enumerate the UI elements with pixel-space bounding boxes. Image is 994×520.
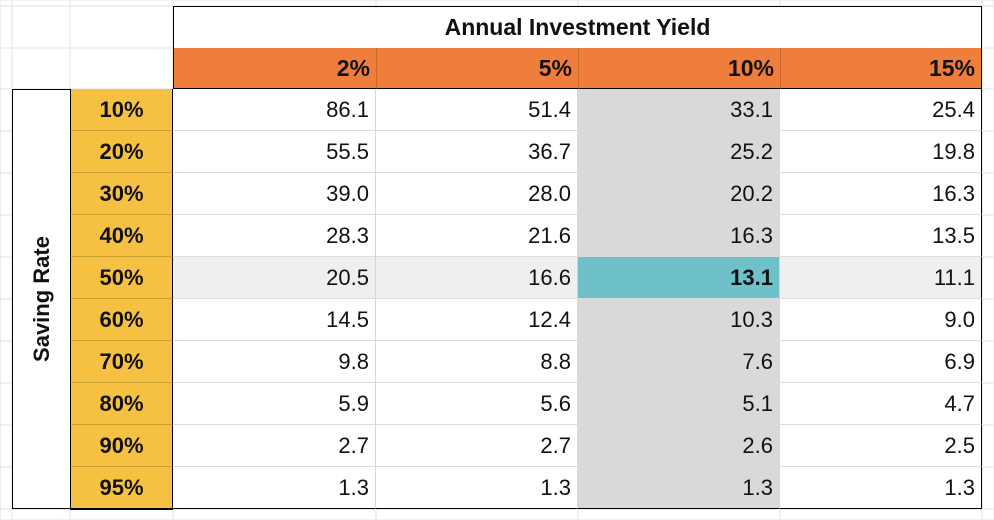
column-header-5pct[interactable]: 5% [376,48,578,89]
column-header-15pct[interactable]: 15% [780,48,982,89]
saving-rate-30pct[interactable]: 30% [70,173,173,215]
value-cell[interactable]: 20.5 [173,257,376,299]
row-axis-label: Saving Rate [12,89,70,509]
value-cell[interactable]: 21.6 [376,215,578,257]
value-cell[interactable]: 16.6 [376,257,578,299]
value-cell[interactable]: 5.9 [173,383,376,425]
value-cell[interactable]: 5.6 [376,383,578,425]
row-axis-label-text: Saving Rate [28,236,54,362]
saving-rate-50pct[interactable]: 50% [70,257,173,299]
saving-rate-90pct[interactable]: 90% [70,425,173,467]
value-cell[interactable]: 36.7 [376,131,578,173]
value-cell[interactable]: 51.4 [376,89,578,131]
value-cell[interactable]: 2.5 [780,425,982,467]
value-cell[interactable]: 6.9 [780,341,982,383]
value-cell[interactable]: 13.1 [578,257,780,299]
value-cell[interactable]: 8.8 [376,341,578,383]
saving-rate-95pct[interactable]: 95% [70,467,173,509]
value-cell[interactable]: 25.2 [578,131,780,173]
value-cell[interactable]: 9.0 [780,299,982,341]
value-cell[interactable]: 39.0 [173,173,376,215]
value-cell[interactable]: 4.7 [780,383,982,425]
value-cell[interactable]: 28.3 [173,215,376,257]
saving-rate-10pct[interactable]: 10% [70,89,173,131]
saving-rate-60pct[interactable]: 60% [70,299,173,341]
value-cell[interactable]: 55.5 [173,131,376,173]
saving-rate-20pct[interactable]: 20% [70,131,173,173]
value-cell[interactable]: 16.3 [578,215,780,257]
value-cell[interactable]: 25.4 [780,89,982,131]
value-cell[interactable]: 33.1 [578,89,780,131]
value-cell[interactable]: 5.1 [578,383,780,425]
value-cell[interactable]: 14.5 [173,299,376,341]
value-cell[interactable]: 2.7 [376,425,578,467]
value-cell[interactable]: 19.8 [780,131,982,173]
value-cell[interactable]: 7.6 [578,341,780,383]
value-cell[interactable]: 16.3 [780,173,982,215]
saving-rate-80pct[interactable]: 80% [70,383,173,425]
value-cell[interactable]: 12.4 [376,299,578,341]
value-cell[interactable]: 1.3 [780,467,982,509]
table-title[interactable]: Annual Investment Yield [173,6,982,48]
column-header-10pct[interactable]: 10% [578,48,780,89]
saving-rate-70pct[interactable]: 70% [70,341,173,383]
value-cell[interactable]: 28.0 [376,173,578,215]
value-cell[interactable]: 20.2 [578,173,780,215]
rate-column-bottom-border [70,508,173,510]
value-cell[interactable]: 10.3 [578,299,780,341]
value-cell[interactable]: 11.1 [780,257,982,299]
value-cell[interactable]: 1.3 [173,467,376,509]
saving-rate-40pct[interactable]: 40% [70,215,173,257]
value-cell[interactable]: 1.3 [376,467,578,509]
value-cell[interactable]: 13.5 [780,215,982,257]
column-header-2pct[interactable]: 2% [173,48,376,89]
value-cell[interactable]: 2.6 [578,425,780,467]
value-cell[interactable]: 86.1 [173,89,376,131]
value-cell[interactable]: 9.8 [173,341,376,383]
value-cell[interactable]: 1.3 [578,467,780,509]
value-cell[interactable]: 2.7 [173,425,376,467]
